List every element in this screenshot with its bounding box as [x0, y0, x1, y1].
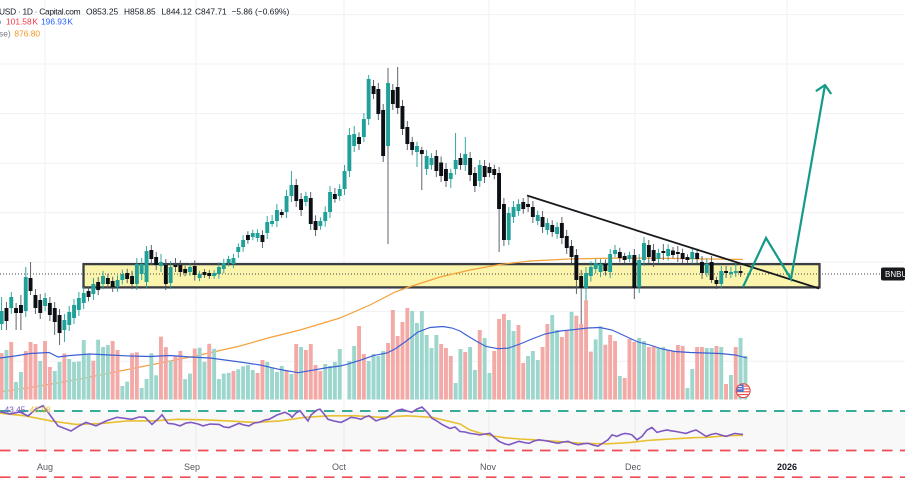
- svg-text:BNBU: BNBU: [885, 270, 905, 279]
- svg-text:Aug: Aug: [37, 462, 53, 472]
- svg-text:Dec: Dec: [625, 462, 642, 472]
- svg-text:Oct: Oct: [332, 462, 347, 472]
- svg-text:se): se): [0, 29, 11, 39]
- svg-text:Sep: Sep: [184, 462, 200, 472]
- svg-text:43.45: 43.45: [5, 405, 26, 415]
- svg-text:Nov: Nov: [480, 462, 497, 472]
- svg-text:876.80: 876.80: [14, 29, 40, 39]
- svg-text:196.93 K: 196.93 K: [41, 17, 73, 27]
- svg-text:101.58 K: 101.58 K: [6, 17, 38, 27]
- svg-text:o: o: [0, 17, 2, 27]
- svg-text:43.98: 43.98: [30, 405, 51, 415]
- svg-text:2026: 2026: [777, 462, 797, 472]
